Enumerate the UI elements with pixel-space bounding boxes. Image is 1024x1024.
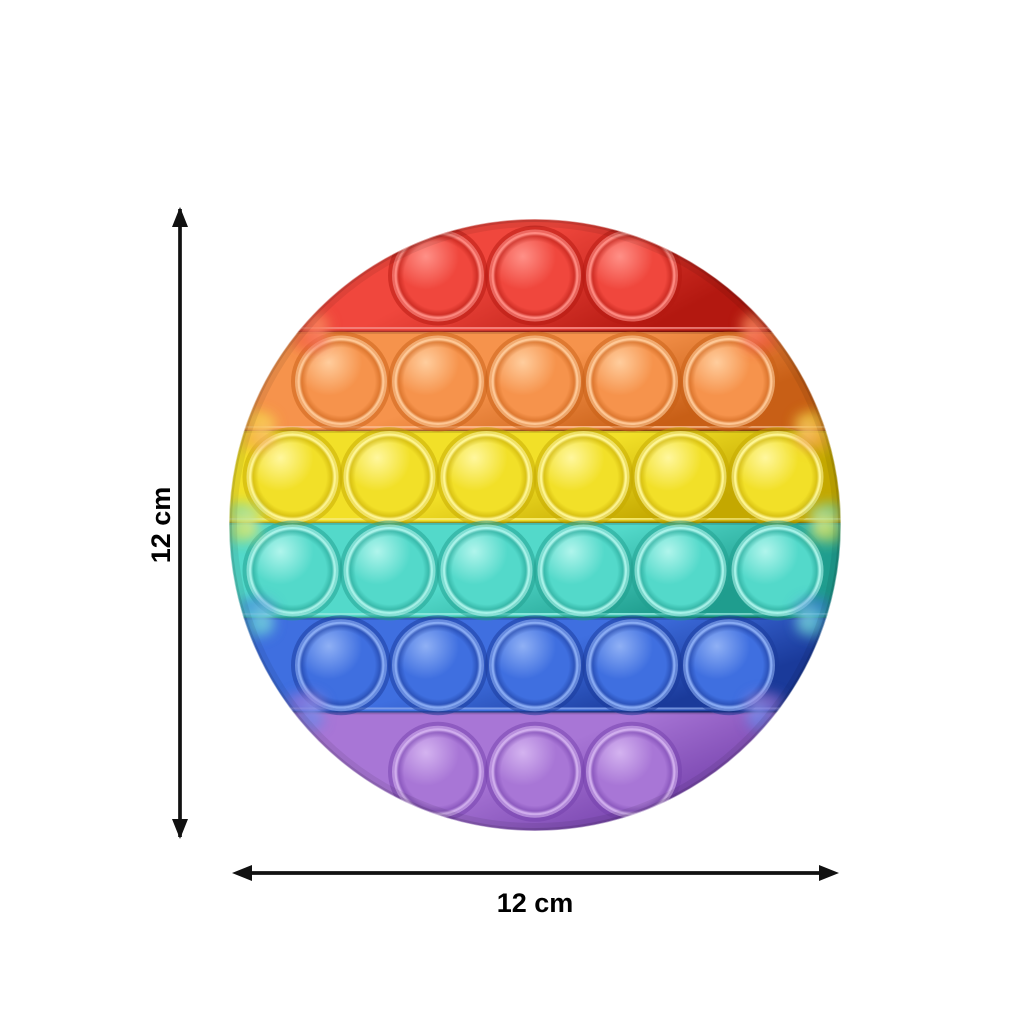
svg-text:12 cm: 12 cm — [497, 888, 574, 918]
svg-text:12 cm: 12 cm — [146, 487, 176, 564]
